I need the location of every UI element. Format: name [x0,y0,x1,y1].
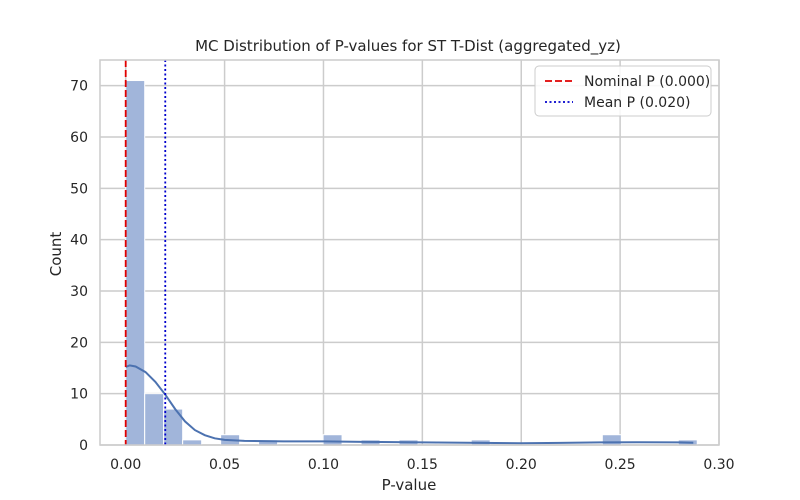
reference-lines [124,60,167,445]
grid [100,60,720,446]
legend-label: Mean P (0.020) [584,95,691,111]
y-tick-label: 60 [70,130,88,146]
histogram-bar [144,393,165,446]
x-tick-label: 0.20 [506,457,537,473]
x-tick-label: 0.10 [308,457,339,473]
kde-curve [125,364,694,445]
y-tick-label: 30 [70,284,88,300]
x-axis-label: P-value [382,476,437,494]
histogram-bar [601,434,622,446]
y-tick-label: 10 [70,387,88,403]
bars [125,80,698,446]
x-tick-label: 0.25 [605,457,636,473]
y-tick-label: 40 [70,233,88,249]
y-tick-label: 0 [79,438,88,454]
x-tick-label: 0.00 [110,457,141,473]
y-tick-label: 20 [70,335,88,351]
legend-label: Nominal P (0.000) [584,74,710,90]
histogram-bar [182,439,203,446]
chart-title: MC Distribution of P-values for ST T-Dis… [195,37,621,56]
plot-frame [99,59,720,446]
y-tick-label: 70 [70,79,88,95]
x-ticks: 0.00 0.05 0.10 0.15 0.20 0.25 0.30 [110,457,734,473]
histogram-bar [125,80,146,446]
x-tick-label: 0.15 [407,457,438,473]
y-axis-label: Count [47,232,65,277]
legend-box [534,65,712,117]
y-ticks: 0 10 20 30 40 50 60 70 [70,79,88,454]
legend: Nominal P (0.000) Mean P (0.020) [534,65,712,117]
y-tick-label: 50 [70,181,88,197]
histogram-bar [322,434,343,446]
x-tick-label: 0.05 [209,457,240,473]
x-tick-label: 0.30 [703,457,734,473]
